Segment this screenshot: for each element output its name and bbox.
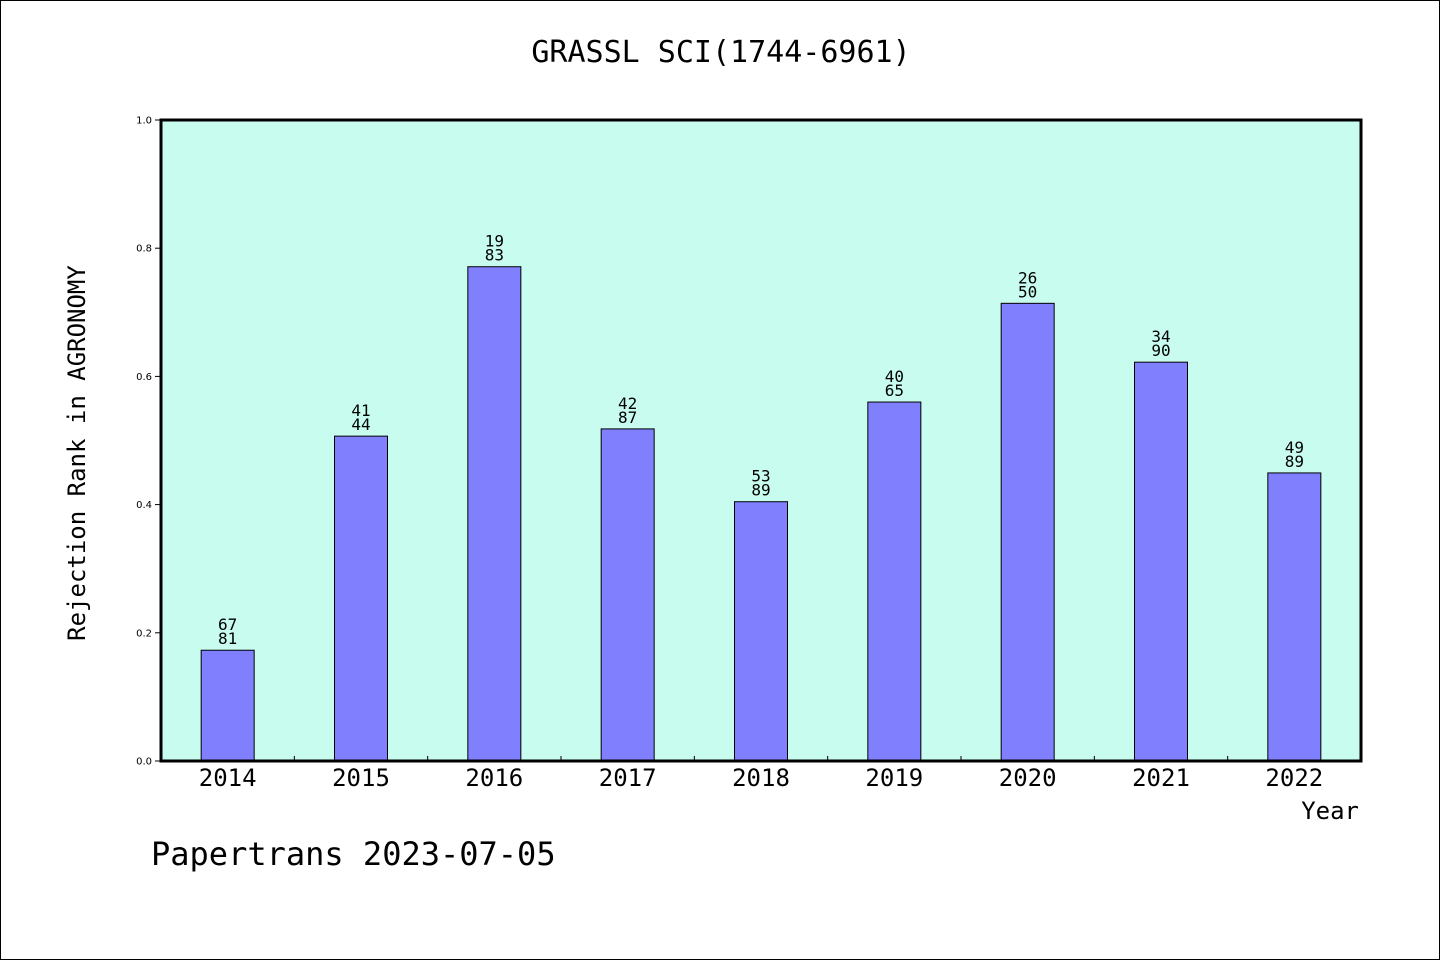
bar-total-label: 81 [218, 629, 237, 648]
bar-total-label: 44 [351, 415, 370, 434]
chart-title: GRASSL SCI(1744-6961) [531, 35, 911, 70]
bar-rank-label: 53 [751, 467, 770, 486]
x-tick-label: 2019 [865, 764, 923, 792]
bar-total-label: 90 [1151, 341, 1170, 360]
x-tick-label: 2018 [732, 764, 790, 792]
x-tick-label: 2014 [199, 764, 257, 792]
y-tick-label: 0.4 [136, 500, 152, 511]
bar-rank-label: 41 [351, 401, 370, 420]
bar-rank-label: 40 [885, 367, 904, 386]
bar-total-label: 65 [885, 381, 904, 400]
bar-rank-label: 19 [485, 232, 504, 251]
bar-2019 [867, 401, 922, 762]
x-tick-label: 2021 [1132, 764, 1190, 792]
bar-2021 [1134, 361, 1188, 762]
x-axis-label: Year [1301, 797, 1359, 825]
bar-total-label: 83 [485, 246, 504, 265]
bar-rank-label: 26 [1018, 268, 1037, 287]
bar-2017 [600, 428, 655, 762]
footer-text: Papertrans 2023-07-05 [151, 835, 556, 873]
y-tick-label: 0.6 [136, 372, 152, 383]
bar-2015 [334, 435, 388, 762]
bar-2014 [200, 649, 255, 762]
y-tick-label: 0.0 [136, 757, 152, 768]
bar-2022 [1267, 472, 1322, 762]
y-tick-label: 1.0 [136, 116, 152, 127]
bar-2020 [1000, 302, 1055, 762]
x-tick-label: 2017 [599, 764, 657, 792]
x-axis-ticks: 2014 2015 2016 2017 2018 2019 2020 2021 2022 [199, 756, 1323, 792]
x-tick-label: 2022 [1265, 764, 1323, 792]
x-tick-label: 2020 [999, 764, 1057, 792]
x-tick-label: 2016 [465, 764, 523, 792]
bar-total-label: 89 [751, 481, 770, 500]
bar-rank-label: 49 [1285, 438, 1304, 457]
bar-rank-label: 67 [218, 615, 237, 634]
bar-rank-label: 34 [1151, 327, 1170, 346]
bar-2018 [734, 501, 788, 762]
bar-rank-label: 42 [618, 394, 637, 413]
y-tick-label: 0.2 [136, 628, 152, 639]
y-tick-label: 0.8 [136, 244, 152, 255]
y-axis-ticks: 0.0 0.2 0.4 0.6 0.8 1.0 [136, 116, 161, 768]
bar-total-label: 50 [1018, 282, 1037, 301]
bar-series [200, 266, 1322, 762]
bar-total-label: 89 [1285, 452, 1304, 471]
x-tick-label: 2015 [332, 764, 390, 792]
bar-2016 [467, 266, 522, 762]
bar-total-label: 87 [618, 408, 637, 427]
plot-frame [159, 118, 1363, 763]
